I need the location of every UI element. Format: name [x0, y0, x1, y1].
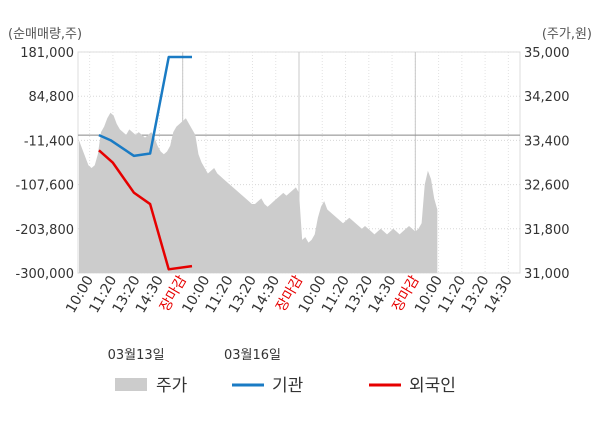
legend: 주가 기관 외국인 — [115, 376, 456, 396]
legend-label-외국인: 외국인 — [409, 376, 456, 396]
series-line-외국인 — [98, 149, 193, 271]
left-tick-label: -203,800 — [16, 223, 74, 238]
right-tick-label: 31,000 — [524, 267, 570, 282]
date-label: 03월16일 — [224, 348, 281, 363]
left-tick-label: -107,600 — [16, 179, 74, 194]
left-tick-label: 181,000 — [20, 46, 74, 61]
right-tick-label: 34,200 — [524, 90, 570, 105]
right-tick-label: 35,000 — [524, 46, 570, 61]
left-tick-label: -300,000 — [16, 267, 74, 282]
price-area-layer — [79, 112, 438, 273]
right-tick-label: 31,800 — [524, 223, 570, 238]
right-axis-unit: (주가,원) — [542, 27, 592, 42]
date-label: 03월13일 — [108, 348, 165, 363]
series-line-기관 — [98, 55, 192, 158]
legend-label-price: 주가 — [156, 376, 188, 396]
axes: 181,000 84,800 -11,400 -107,600 -203,800 -300… — [16, 46, 570, 363]
left-tick-label: 84,800 — [29, 90, 75, 105]
right-tick-label: 33,400 — [524, 134, 570, 149]
legend-label-기관: 기관 — [272, 376, 303, 396]
left-axis-unit: (순매매량,주) — [8, 27, 82, 42]
legend-swatch-price — [115, 378, 147, 391]
price-area — [79, 112, 438, 273]
series-lines-layer — [98, 55, 193, 271]
right-tick-label: 32,600 — [524, 179, 570, 194]
left-tick-label: -11,400 — [24, 134, 74, 149]
